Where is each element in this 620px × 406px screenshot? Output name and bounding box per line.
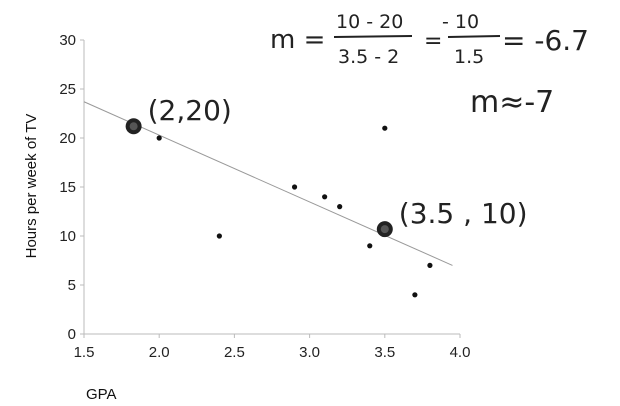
slope-fraction1-numerator: 10 - 20 <box>336 11 403 33</box>
highlighted-point-label: (3.5 , 10) <box>399 197 528 230</box>
data-point <box>322 194 328 200</box>
data-point <box>156 135 162 141</box>
slope-fraction1-denominator: 3.5 - 2 <box>338 46 399 68</box>
data-point <box>216 233 222 239</box>
slope-equals: = <box>424 29 442 54</box>
data-points <box>156 125 433 298</box>
y-tick-labels: 0 5 10 15 20 25 30 <box>59 32 84 343</box>
slope-fraction2-numerator: - 10 <box>442 11 479 33</box>
y-tick-label: 10 <box>59 228 76 245</box>
x-tick-label: 3.0 <box>299 344 320 361</box>
slope-fraction2-bar <box>447 35 501 38</box>
y-tick-label: 20 <box>59 130 76 147</box>
slope-fraction1-bar <box>333 35 413 38</box>
slope-approx: m≈-7 <box>470 85 554 120</box>
data-point <box>337 204 343 210</box>
highlighted-point-center <box>129 122 138 131</box>
data-point <box>291 184 298 190</box>
x-tick-label: 1.5 <box>74 344 95 361</box>
x-tick-label: 2.5 <box>224 344 245 361</box>
y-tick-label: 25 <box>59 81 76 98</box>
highlighted-points: (2,20) (3.5 , 10) <box>125 94 528 238</box>
y-axis-title: Hours per week of TV <box>23 114 40 259</box>
highlighted-point-center <box>380 225 389 234</box>
slope-fraction2-denominator: 1.5 <box>454 46 484 68</box>
highlighted-point-label: (2,20) <box>148 94 232 127</box>
y-tick-label: 0 <box>68 326 76 343</box>
slope-result: = -6.7 <box>502 24 589 57</box>
x-axis-title: GPA <box>86 386 117 403</box>
trend-line <box>83 101 453 266</box>
y-tick-label: 15 <box>59 179 76 196</box>
data-point <box>427 262 433 268</box>
x-tick-label: 3.5 <box>374 344 395 361</box>
data-point <box>412 292 418 298</box>
y-tick-label: 5 <box>68 277 76 294</box>
data-point <box>382 125 388 131</box>
data-point <box>367 243 373 249</box>
x-tick-label: 4.0 <box>450 344 471 361</box>
y-tick-label: 30 <box>59 32 76 49</box>
x-tick-label: 2.0 <box>149 344 170 361</box>
slope-m-label: m = <box>270 25 325 55</box>
x-tick-labels: 1.5 2.0 2.5 3.0 3.5 4.0 <box>74 334 471 361</box>
